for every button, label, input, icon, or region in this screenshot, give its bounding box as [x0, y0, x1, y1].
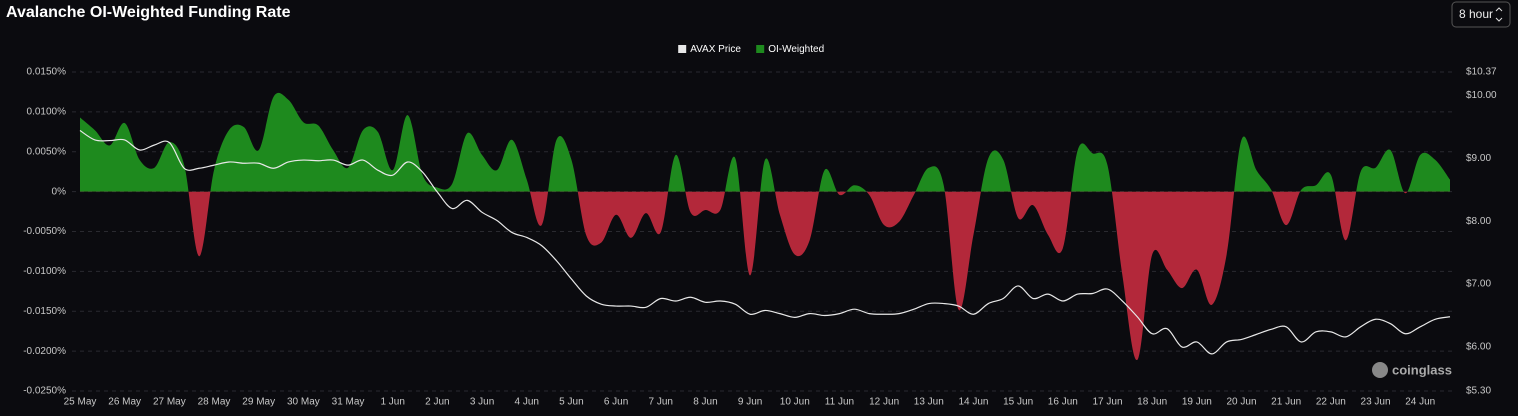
price-line	[79, 130, 1451, 355]
y2-tick-label: $6.00	[1466, 342, 1491, 353]
x-tick-label: 9 Jun	[738, 397, 762, 408]
y-tick-label: -0.0100%	[23, 266, 66, 277]
x-tick-label: 5 Jun	[559, 397, 583, 408]
x-tick-label: 25 May	[64, 397, 97, 408]
watermark-logo	[1372, 362, 1388, 378]
y2-tick-label: $8.00	[1466, 216, 1491, 227]
x-tick-label: 10 Jun	[780, 397, 810, 408]
legend-swatch	[756, 45, 765, 53]
negative-area	[80, 191, 1450, 360]
x-tick-label: 15 Jun	[1003, 397, 1033, 408]
x-tick-label: 20 Jun	[1227, 397, 1257, 408]
interval-dropdown[interactable]	[1451, 1, 1511, 28]
x-tick-label: 13 Jun	[914, 397, 944, 408]
y2-tick-label: $7.00	[1466, 279, 1491, 290]
legend-label: AVAX Price	[690, 44, 741, 55]
chart-title: Avalanche OI-Weighted Funding Rate	[6, 4, 291, 21]
positive-area	[80, 92, 1450, 192]
y-tick-label: -0.0150%	[23, 306, 66, 317]
x-tick-label: 18 Jun	[1137, 397, 1167, 408]
x-tick-label: 3 Jun	[470, 397, 494, 408]
watermark: coinglass	[1392, 362, 1452, 377]
y-tick-label: -0.0250%	[23, 386, 66, 397]
x-tick-label: 28 May	[198, 397, 231, 408]
x-tick-label: 16 Jun	[1048, 397, 1078, 408]
y-tick-label: 0%	[52, 186, 67, 197]
y2-tick-label: $9.00	[1466, 153, 1491, 164]
y-tick-label: -0.0200%	[23, 346, 66, 357]
x-tick-label: 17 Jun	[1092, 397, 1122, 408]
y-tick-label: 0.0100%	[27, 107, 67, 118]
x-tick-label: 24 Jun	[1405, 397, 1435, 408]
x-tick-label: 2 Jun	[425, 397, 449, 408]
x-tick-label: 12 Jun	[869, 397, 899, 408]
x-tick-label: 26 May	[108, 397, 141, 408]
x-tick-label: 21 Jun	[1271, 397, 1301, 408]
y2-tick-label: $10.00	[1466, 90, 1497, 101]
x-tick-label: 23 Jun	[1361, 397, 1391, 408]
dropdown-icon[interactable]	[1495, 7, 1503, 22]
y-tick-label: -0.0050%	[23, 226, 66, 237]
y2-tick-label: $10.37	[1466, 67, 1497, 78]
legend-label: OI-Weighted	[768, 44, 824, 55]
x-tick-label: 27 May	[153, 397, 186, 408]
x-tick-label: 22 Jun	[1316, 397, 1346, 408]
y-tick-label: 0.0050%	[27, 146, 67, 157]
x-tick-label: 4 Jun	[515, 397, 539, 408]
x-tick-label: 14 Jun	[958, 397, 988, 408]
x-tick-label: 1 Jun	[380, 397, 404, 408]
x-tick-label: 11 Jun	[825, 397, 854, 408]
x-tick-label: 19 Jun	[1182, 397, 1212, 408]
y2-tick-label: $5.30	[1466, 386, 1491, 397]
x-tick-label: 30 May	[287, 397, 320, 408]
x-tick-label: 8 Jun	[693, 397, 717, 408]
x-tick-label: 6 Jun	[604, 397, 628, 408]
x-tick-label: 7 Jun	[649, 397, 673, 408]
legend-swatch	[678, 45, 687, 53]
x-tick-label: 31 May	[332, 397, 365, 408]
interval-label[interactable]: 8 hour	[1459, 7, 1493, 21]
x-tick-label: 29 May	[242, 397, 275, 408]
y-tick-label: 0.0150%	[27, 67, 67, 78]
